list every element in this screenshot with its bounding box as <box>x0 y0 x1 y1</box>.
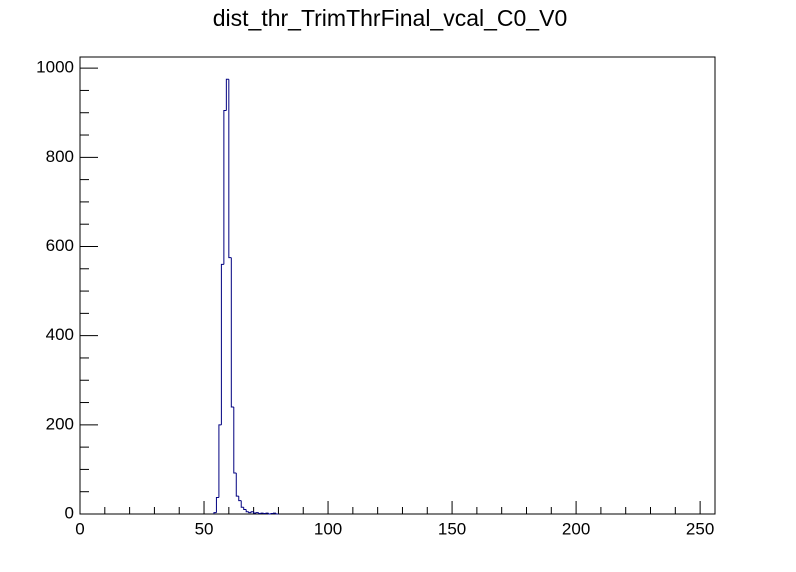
histogram-bin <box>225 78 229 111</box>
y-tick-label: 800 <box>46 147 74 166</box>
x-tick-label: 150 <box>438 519 466 538</box>
y-tick-label: 200 <box>46 414 74 433</box>
x-tick-label: 250 <box>686 519 714 538</box>
histogram-bin <box>233 406 237 474</box>
histogram-bin <box>268 513 271 515</box>
histogram-bin <box>215 497 219 513</box>
x-tick-label: 50 <box>195 519 214 538</box>
histogram-bin <box>245 509 249 513</box>
histogram-bin <box>253 511 257 514</box>
histogram-bin <box>240 500 244 508</box>
x-tick-label: 200 <box>562 519 590 538</box>
histogram-bin <box>238 496 242 502</box>
x-tick-label: 0 <box>75 519 84 538</box>
histogram-bin <box>258 512 262 515</box>
chart-title: dist_thr_TrimThrFinal_vcal_C0_V0 <box>213 5 568 31</box>
histogram-bin <box>275 513 279 515</box>
histogram-bin <box>248 511 252 514</box>
y-tick-label: 1000 <box>36 58 74 77</box>
histogram-bin <box>235 472 239 497</box>
histogram-bin <box>243 507 247 511</box>
plot-frame <box>79 56 716 515</box>
histogram-bin <box>250 511 254 513</box>
histogram-bin <box>220 263 224 425</box>
histogram-bin <box>230 257 234 408</box>
histogram-bin <box>218 424 222 498</box>
y-tick-label: 400 <box>46 325 74 344</box>
histogram-bin <box>213 512 217 514</box>
histogram-bin <box>228 79 232 259</box>
y-tick-label: 600 <box>46 236 74 255</box>
y-tick-label: 0 <box>65 503 74 522</box>
histogram-bin <box>223 110 227 265</box>
x-tick-label: 100 <box>314 519 342 538</box>
